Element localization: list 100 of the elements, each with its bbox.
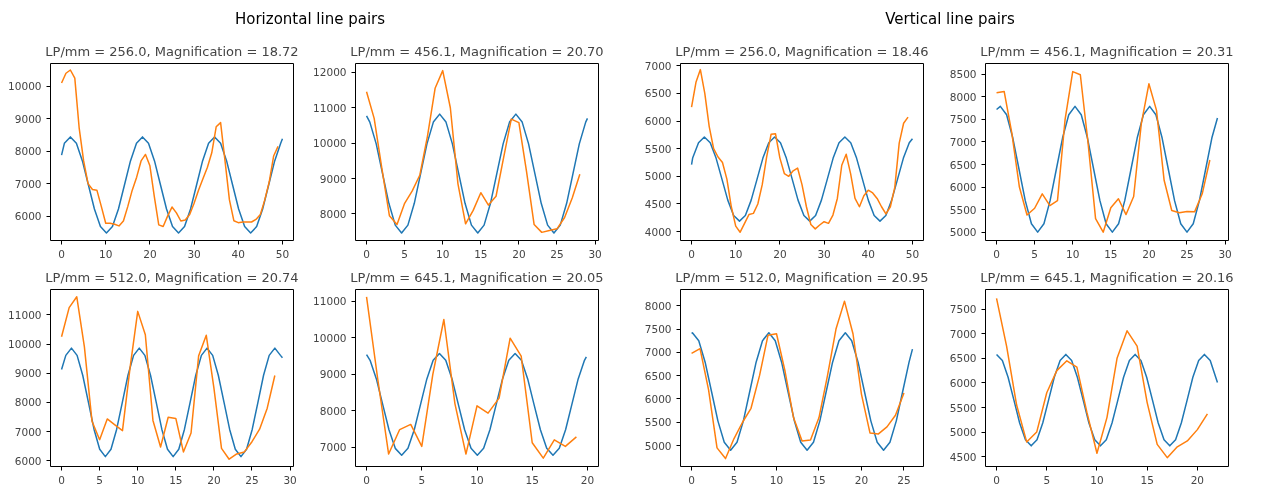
x-tick-label: 20 <box>1190 473 1205 484</box>
x-tick-label: 40 <box>861 247 875 260</box>
y-tick-label: 6000 <box>644 392 672 405</box>
y-tick-label: 10000 <box>313 137 347 150</box>
x-tick-label: 30 <box>817 247 831 260</box>
y-tick-label: 6000 <box>949 181 977 194</box>
y-tick-label: 5500 <box>644 416 672 429</box>
x-tick-label: 15 <box>474 247 488 260</box>
line-series <box>690 68 909 233</box>
x-tick-label: 10 <box>1090 473 1104 484</box>
y-tick-label: 9000 <box>319 368 347 381</box>
y-tick-label: 5500 <box>644 142 672 155</box>
x-tick-label: 5 <box>418 473 426 484</box>
x-tick-label: 20 <box>580 473 595 484</box>
x-tick-label: 25 <box>245 473 259 484</box>
y-tick-label: 8000 <box>319 207 347 220</box>
y-tick-label: 8000 <box>644 299 672 312</box>
x-tick-label: 25 <box>550 247 564 260</box>
x-tick-label: 5 <box>1031 247 1038 260</box>
x-tick-label: 0 <box>688 473 695 484</box>
line-series <box>995 353 1219 447</box>
y-tick-label: 8000 <box>14 145 42 158</box>
x-tick-label: 20 <box>143 247 157 260</box>
y-tick-label: 6500 <box>644 87 672 100</box>
x-tick-label: 0 <box>363 473 370 484</box>
x-tick-label: 30 <box>1218 247 1232 260</box>
y-tick-label: 7000 <box>14 425 42 438</box>
x-tick-label: 0 <box>993 247 1000 260</box>
x-tick-label: 30 <box>283 473 297 484</box>
x-tick-label: 10 <box>470 473 484 484</box>
y-tick-label: 7000 <box>644 59 672 72</box>
line-series <box>60 296 276 460</box>
chart-title: LP/mm = 256.0, Magnification = 18.46 <box>675 43 929 59</box>
x-tick-label: 10 <box>729 247 743 260</box>
y-tick-label: 7000 <box>949 135 977 148</box>
y-tick-label: 8000 <box>319 404 347 417</box>
chart-title: LP/mm = 512.0, Magnification = 20.74 <box>45 269 299 285</box>
x-tick-label: 5 <box>1043 473 1051 484</box>
line-series <box>365 69 581 234</box>
y-tick-label: 6000 <box>949 376 977 389</box>
x-tick-label: 15 <box>1140 473 1154 484</box>
x-tick-label: 5 <box>730 473 738 484</box>
line-series <box>690 136 914 222</box>
y-tick-label: 11000 <box>8 308 42 321</box>
y-tick-label: 6500 <box>949 158 977 171</box>
chart-title: LP/mm = 456.1, Magnification = 20.31 <box>980 43 1234 59</box>
y-tick-label: 5500 <box>949 203 977 216</box>
x-tick-label: 10 <box>769 473 784 484</box>
line-series <box>60 136 284 234</box>
text: Vertical line pairs <box>885 9 1015 30</box>
y-tick-label: 9000 <box>319 172 347 185</box>
y-tick-label: 5500 <box>949 401 977 414</box>
chart-title: LP/mm = 512.0, Magnification = 20.95 <box>675 269 929 285</box>
x-tick-label: 10 <box>436 247 450 260</box>
x-tick-label: 20 <box>1142 247 1156 260</box>
x-tick-label: 5 <box>96 473 103 484</box>
x-tick-label: 10 <box>1066 247 1080 260</box>
x-tick-label: 15 <box>525 473 539 484</box>
line-series <box>995 70 1211 233</box>
y-tick-label: 10000 <box>313 331 347 344</box>
y-tick-label: 8000 <box>949 90 977 103</box>
y-tick-label: 6000 <box>14 454 42 467</box>
x-tick-label: 20 <box>854 473 869 484</box>
x-tick-label: 0 <box>688 247 695 260</box>
y-tick-label: 4500 <box>949 450 977 463</box>
y-tick-label: 5000 <box>949 426 977 439</box>
y-tick-label: 10000 <box>8 338 42 351</box>
x-tick-label: 20 <box>512 247 526 260</box>
y-tick-label: 4000 <box>644 225 672 238</box>
line-series <box>995 105 1219 233</box>
line-series <box>365 113 589 234</box>
line-series <box>690 300 905 460</box>
line-series <box>365 352 588 456</box>
chart-title: LP/mm = 256.0, Magnification = 18.72 <box>45 43 299 59</box>
y-tick-label: 5000 <box>644 439 672 452</box>
y-tick-label: 8500 <box>949 68 977 81</box>
y-tick-label: 6500 <box>644 369 672 382</box>
y-tick-label: 9000 <box>14 112 42 125</box>
x-tick-label: 0 <box>58 247 65 260</box>
y-tick-label: 8000 <box>14 396 42 409</box>
y-tick-label: 10000 <box>8 80 42 93</box>
line-series <box>60 347 284 458</box>
text: Horizontal line pairs <box>234 9 386 30</box>
line-series <box>995 297 1209 459</box>
line-series <box>60 69 279 228</box>
chart-title: LP/mm = 456.1, Magnification = 20.70 <box>350 43 604 59</box>
x-tick-label: 40 <box>231 247 245 260</box>
y-tick-label: 7000 <box>949 327 977 340</box>
x-tick-label: 15 <box>1104 247 1118 260</box>
y-tick-label: 6000 <box>644 115 672 128</box>
y-tick-label: 7500 <box>644 323 672 336</box>
chart-title: LP/mm = 645.1, Magnification = 20.16 <box>980 269 1234 285</box>
x-tick-label: 10 <box>99 247 113 260</box>
y-tick-label: 7000 <box>644 346 672 359</box>
line-series <box>365 296 578 459</box>
y-tick-label: 7000 <box>14 177 42 190</box>
x-tick-label: 10 <box>131 473 145 484</box>
y-tick-label: 7500 <box>949 303 977 316</box>
x-tick-label: 25 <box>1180 247 1194 260</box>
x-tick-label: 15 <box>812 473 826 484</box>
